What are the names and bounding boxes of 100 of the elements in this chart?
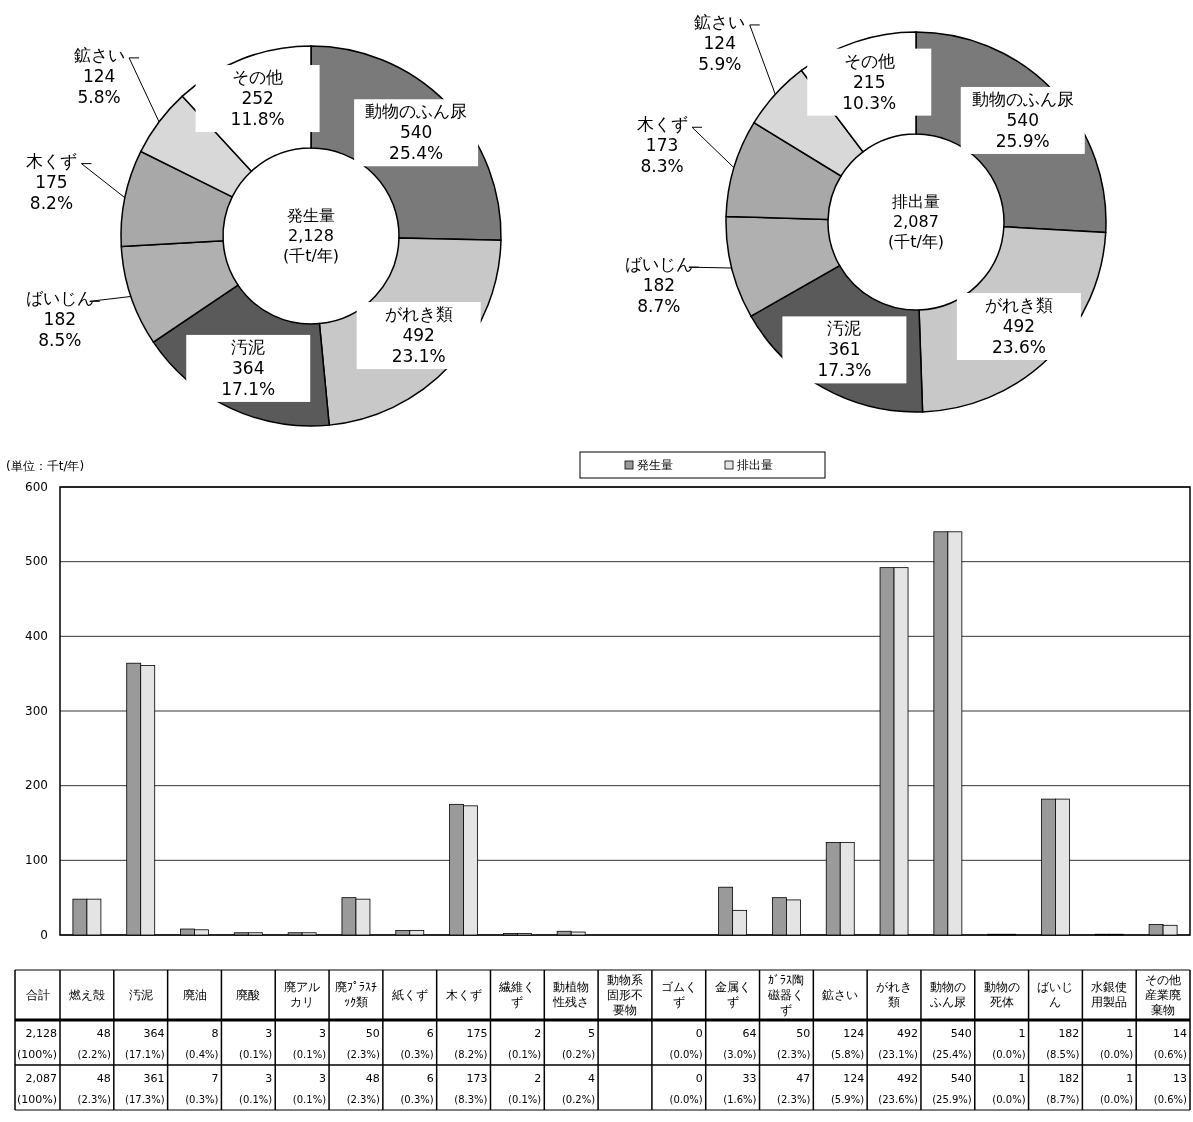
x-tick-label: がれき類 [876, 980, 913, 1009]
legend-label: 排出量 [737, 458, 773, 472]
data-label: 492 (23.6%) [878, 1072, 919, 1105]
data-label: 173 8.3% [640, 135, 684, 177]
data-label: 215 10.3% [842, 71, 897, 113]
text: 2,087 [25, 1072, 57, 1085]
y-tick-label: 600 [25, 479, 48, 494]
x-tick-label: 繊維くず [498, 980, 536, 1009]
legend-label: 発生量 [637, 458, 673, 472]
x-tick-label: 廃アルカリ [284, 980, 321, 1009]
data-label: 364 17.1% [221, 357, 276, 399]
slice-label: がれき類 [984, 295, 1053, 315]
data-label: 182 8.7% [637, 275, 681, 317]
data-label: 6 (0.3%) [400, 1072, 434, 1105]
data-label: 47 (2.3%) [777, 1072, 811, 1105]
data-label: 492 23.6% [991, 316, 1046, 357]
slice-label: 鉱さい [73, 44, 125, 65]
data-label: 1 (0.0%) [992, 1027, 1026, 1060]
x-tick-label: 木くず [445, 987, 482, 1002]
text: 排出量 [892, 191, 940, 211]
data-label: 492 23.1% [391, 325, 446, 367]
slice-label: その他 [232, 67, 284, 88]
data-label: 48 (2.3%) [346, 1072, 380, 1105]
data-label: 124 (5.9%) [830, 1072, 865, 1105]
text: (千t/年) [887, 231, 945, 251]
data-label: 124 (5.8%) [830, 1027, 865, 1060]
data-label: 540 25.9% [995, 109, 1050, 151]
x-tick-label: 動植物性残さ [552, 980, 590, 1009]
text: (千t/年) [282, 245, 340, 265]
data-label: 124 5.9% [698, 32, 742, 74]
data-label: 361 (17.3%) [125, 1072, 165, 1105]
data-label: 1 (0.0%) [992, 1072, 1026, 1105]
data-label: 182 (8.5%) [1046, 1027, 1080, 1060]
text: (100%) [16, 1048, 57, 1061]
x-tick-label: 廃ﾌﾟﾗｽﾁｯｸ類 [334, 980, 377, 1009]
data-label: 175 8.2% [29, 171, 74, 213]
data-label: 361 17.3% [817, 339, 872, 381]
data-label: 3 (0.1%) [239, 1027, 273, 1060]
data-label: 3 (0.1%) [292, 1072, 327, 1105]
data-label: 3 (0.1%) [239, 1072, 273, 1105]
slice-label: ばいじん [624, 254, 693, 275]
data-label: 13 (0.6%) [1153, 1072, 1188, 1105]
y-tick-label: 200 [25, 778, 48, 793]
text: (100%) [16, 1093, 57, 1106]
x-tick-label: ばいじん [1037, 980, 1074, 1009]
text: 2,087 [893, 211, 939, 231]
text: 2,128 [288, 225, 334, 245]
data-label: 1 (0.0%) [1099, 1072, 1134, 1105]
data-label: 7 (0.3%) [185, 1072, 219, 1105]
x-tick-label: 水銀使用製品 [1091, 980, 1128, 1009]
slice-label: 汚泥 [827, 318, 862, 339]
slice-label: ばいじん [25, 288, 94, 309]
data-label: 50 (2.3%) [777, 1027, 811, 1060]
slice-label: 汚泥 [231, 336, 266, 357]
data-label: 48 (2.3%) [77, 1072, 111, 1105]
data-label: 6 (0.3%) [400, 1027, 434, 1060]
data-label: 5 (0.2%) [561, 1027, 596, 1060]
data-label: 124 5.8% [77, 65, 121, 107]
data-label: 182 8.5% [38, 309, 82, 351]
x-tick-label: 燃え殻 [68, 987, 105, 1002]
data-label: 48 (2.2%) [77, 1027, 111, 1060]
data-label: 64 (3.0%) [723, 1027, 757, 1060]
slice-label: 動物のふん尿 [365, 101, 468, 122]
data-label: 182 (8.7%) [1046, 1072, 1080, 1105]
slice-label: 鉱さい [694, 11, 746, 32]
x-tick-label: 紙くず [391, 987, 428, 1002]
data-label: 252 11.8% [230, 88, 285, 130]
x-tick-label: 動物系固形不要物 [607, 972, 643, 1017]
slice-label: がれき類 [384, 304, 453, 325]
data-label: 14 (0.6%) [1153, 1027, 1188, 1060]
x-tick-label: ゴムくず [660, 980, 697, 1009]
y-tick-label: 500 [25, 554, 48, 569]
text: 発生量 [287, 205, 335, 225]
data-label: 50 (2.3%) [346, 1027, 380, 1060]
x-tick-label: 動物の死体 [983, 980, 1020, 1009]
data-label: 8 (0.4%) [185, 1027, 219, 1060]
y-tick-label: 0 [40, 927, 48, 942]
data-label: 540 (25.9%) [932, 1072, 972, 1105]
data-label: 0 (0.0%) [669, 1072, 703, 1105]
data-label: 33 (1.6%) [723, 1072, 757, 1105]
x-tick-label: 廃酸 [236, 987, 261, 1002]
data-label: 3 (0.1%) [292, 1027, 327, 1060]
data-label: 4 (0.2%) [561, 1072, 596, 1105]
data-label: 364 (17.1%) [125, 1027, 165, 1060]
data-label: 1 (0.0%) [1099, 1027, 1134, 1060]
data-label: 173 (8.3%) [454, 1072, 488, 1105]
x-tick-label: その他産業廃棄物 [1145, 972, 1182, 1017]
x-tick-label: 動物のふん尿 [928, 980, 966, 1009]
data-label: 540 (25.4%) [932, 1027, 972, 1060]
data-label: 540 25.4% [389, 122, 444, 164]
x-tick-label: 鉱さい [822, 987, 859, 1002]
x-tick-label: 汚泥 [128, 987, 153, 1002]
y-tick-label: 100 [25, 852, 48, 867]
data-label: 175 (8.2%) [454, 1027, 488, 1060]
y-tick-label: 400 [25, 628, 48, 643]
y-axis-title: (単位：千t/年) [6, 459, 85, 473]
data-label: 2 (0.1%) [508, 1027, 542, 1060]
data-label: 2 (0.1%) [508, 1072, 542, 1105]
data-label: 492 (23.1%) [878, 1027, 919, 1060]
x-tick-label: ｶﾞﾗｽ陶磁器くず [767, 972, 805, 1017]
